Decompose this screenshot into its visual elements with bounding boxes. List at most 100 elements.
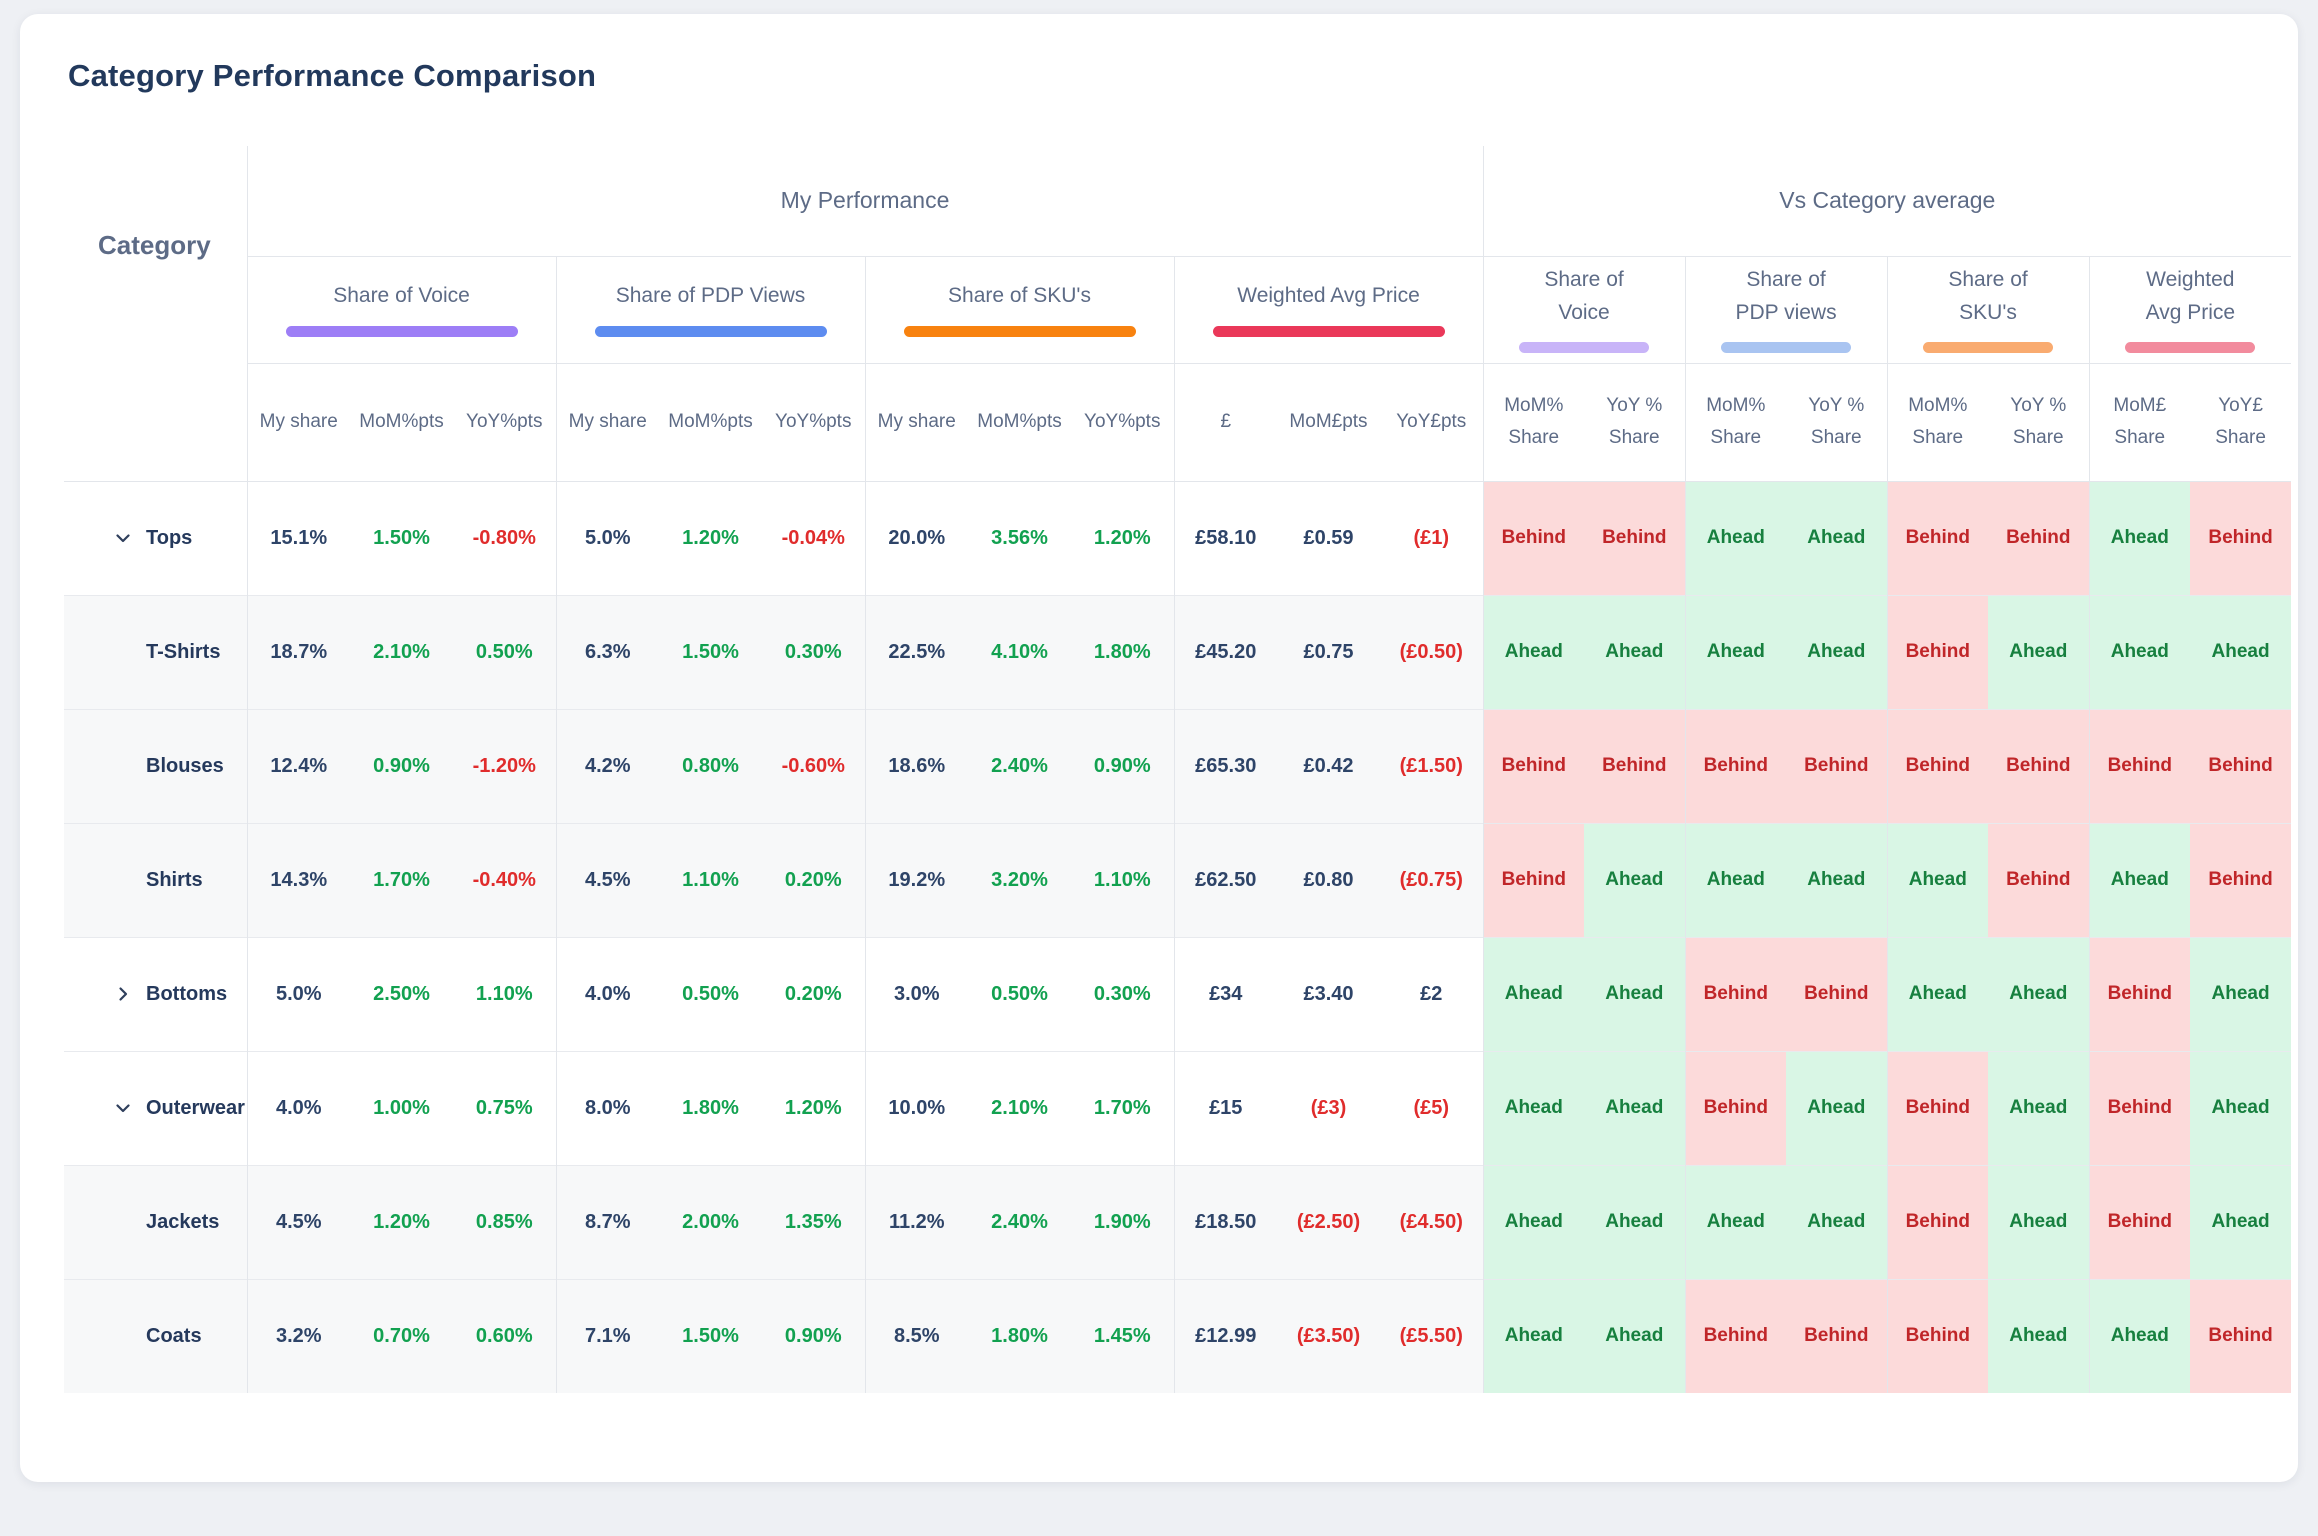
vs-status-cell: Ahead [2088, 1278, 2191, 1393]
vs-status-cell: Behind [1886, 708, 1989, 823]
metric-value-cell: (£0.50) [1380, 594, 1484, 709]
metric-value-cell: 1.45% [1071, 1278, 1174, 1393]
metric-value-cell: 1.50% [659, 594, 762, 709]
metric-value-cell: (£3) [1277, 1050, 1380, 1165]
category-label: Jackets [146, 1210, 220, 1233]
vs-status-cell: Ahead [1988, 1050, 2090, 1165]
table-row-tops: Tops 15.1% 1.50% -0.80% 5.0% 1.20% -0.04% 20.0%… [64, 481, 2292, 595]
metric-header-label: Share of PDP Views [615, 284, 806, 308]
category-cell-inner: Tops [114, 523, 247, 554]
category-cell[interactable]: Outerwear [64, 1050, 247, 1165]
category-cell[interactable]: Bottoms [64, 936, 247, 1051]
vs-status-cell: Ahead [1988, 594, 2090, 709]
vs-status-cell: Behind [1786, 936, 1888, 1051]
chevron-spacer [114, 757, 132, 775]
metric-value-cell: 0.90% [1071, 708, 1174, 823]
category-label: Coats [146, 1324, 202, 1347]
chevron-spacer [114, 1327, 132, 1345]
metric-underline-bar [1212, 325, 1445, 337]
category-cell-inner: Coats [114, 1321, 247, 1352]
metric-value-cell: 1.10% [1071, 822, 1174, 937]
metric-value-cell: 0.50% [968, 936, 1071, 1051]
category-cell[interactable]: Tops [64, 481, 247, 595]
metric-value-cell: (£1) [1413, 526, 1450, 549]
metric-value-cell: 1.20% [682, 526, 739, 549]
category-label: T-Shirts [146, 640, 221, 663]
table-row-bottoms: Bottoms 5.0% 2.50% 1.10% 4.0% 0.50% 0.20% 3.0% 0… [64, 936, 2292, 1051]
vs-sub-header-line: Share [1912, 427, 1964, 448]
metric-value-cell: 0.75% [453, 1050, 556, 1165]
metric-value-cell: 20.0% [864, 481, 968, 595]
vs-metric-underline-bar [2125, 342, 2256, 354]
metric-value-cell: 5.0% [246, 936, 350, 1051]
vs-sub-header-line: MoM% [1908, 394, 1968, 416]
metric-header-row: Share of Voice Share of PDP Views Share of… [64, 256, 2292, 364]
chevron-right-icon[interactable] [114, 985, 132, 1003]
category-cell-inner: Jackets [114, 1207, 247, 1238]
vs-sub-header-cell: MoM% Share [1482, 363, 1585, 482]
sub-header-cell: My share [864, 363, 968, 482]
metric-value-cell: 2.50% [350, 936, 453, 1051]
vs-status-cell: Behind [2088, 708, 2191, 823]
metric-value-cell: 3.20% [968, 822, 1071, 937]
table-row-blouses: Blouses 12.4% 0.90% -1.20% 4.2% 0.80% -0.60% 18… [64, 708, 2292, 823]
metric-value-cell: 2.40% [968, 1164, 1071, 1279]
vs-status-cell: Ahead [1482, 594, 1585, 709]
metric-value-cell: £58.10 [1173, 481, 1277, 595]
metric-value-cell: 1.50% [659, 1278, 762, 1393]
metric-value-cell: 2.40% [968, 708, 1071, 823]
chevron-down-icon[interactable] [114, 529, 132, 547]
metric-value-cell: 0.60% [453, 1278, 556, 1393]
vs-status-cell: Behind [1886, 1278, 1989, 1393]
category-column-header-label: Category [98, 230, 211, 260]
metric-value-cell: 4.0% [555, 936, 659, 1051]
vs-status-cell: Ahead [1684, 1164, 1787, 1279]
vs-status-cell: Behind [1988, 822, 2090, 937]
chevron-down-icon[interactable] [114, 1099, 132, 1117]
metric-value-cell: 6.3% [555, 594, 659, 709]
metric-value-cell: 0.70% [350, 1278, 453, 1393]
vs-sub-header-cell: YoY % Share [1584, 363, 1686, 482]
vs-status-cell: Ahead [2190, 936, 2292, 1051]
category-label: Tops [146, 526, 193, 549]
metric-value-cell: 3.2% [246, 1278, 350, 1393]
category-performance-table: Category My Performance Vs Category aver… [64, 146, 2292, 1393]
vs-status-cell: Behind [2190, 1278, 2292, 1393]
vs-status-cell: Behind [2088, 936, 2191, 1051]
vs-status-cell: Ahead [1886, 822, 1989, 937]
metric-value-cell: £12.99 [1173, 1278, 1277, 1393]
metric-value-cell: £65.30 [1173, 708, 1277, 823]
vs-status-cell: Ahead [1482, 1164, 1585, 1279]
metric-value-cell: £3.40 [1277, 936, 1380, 1051]
vs-metric-header-share-of-pdp-views: Share of PDP views [1684, 256, 1888, 364]
metric-value-cell: (£1.50) [1380, 708, 1484, 823]
vs-status-cell: Ahead [1482, 1050, 1585, 1165]
metric-value-cell: 15.1% [246, 481, 350, 595]
metric-value-cell: 0.80% [659, 708, 762, 823]
sub-header-cell: YoY%pts [762, 363, 865, 482]
vs-sub-header-line: Share [2114, 427, 2166, 448]
category-cell: Blouses [64, 708, 247, 823]
vs-metric-underline-bar [1721, 342, 1852, 354]
metric-value-cell: (£4.50) [1380, 1164, 1484, 1279]
vs-sub-header-line: MoM% [1706, 394, 1766, 416]
category-cell: Jackets [64, 1164, 247, 1279]
sub-header-cell: MoM%pts [350, 363, 453, 482]
vs-sub-header-cell: MoM£ Share [2088, 363, 2191, 482]
vs-status-cell: Ahead [1786, 1050, 1888, 1165]
chevron-spacer [114, 1213, 132, 1231]
vs-status-cell: Ahead [1786, 594, 1888, 709]
vs-metric-header-label: Weighted [2146, 267, 2235, 291]
vs-sub-header-line: YoY£ [2218, 394, 2263, 416]
sub-header-cell: YoY%pts [453, 363, 556, 482]
vs-status-cell: Ahead [1684, 822, 1787, 937]
page-title: Category Performance Comparison [68, 58, 597, 93]
vs-status-cell: Ahead [2190, 1050, 2292, 1165]
metric-value-cell: £45.20 [1173, 594, 1277, 709]
vs-status-cell: Ahead [1584, 1050, 1686, 1165]
vs-status-cell: Ahead [1786, 1164, 1888, 1279]
vs-sub-header-line: Share [1710, 427, 1762, 448]
category-cell: T-Shirts [64, 594, 247, 709]
group-header-vs-category: Vs Category average [1482, 146, 2292, 257]
metric-value-cell: (£3.50) [1277, 1278, 1380, 1393]
